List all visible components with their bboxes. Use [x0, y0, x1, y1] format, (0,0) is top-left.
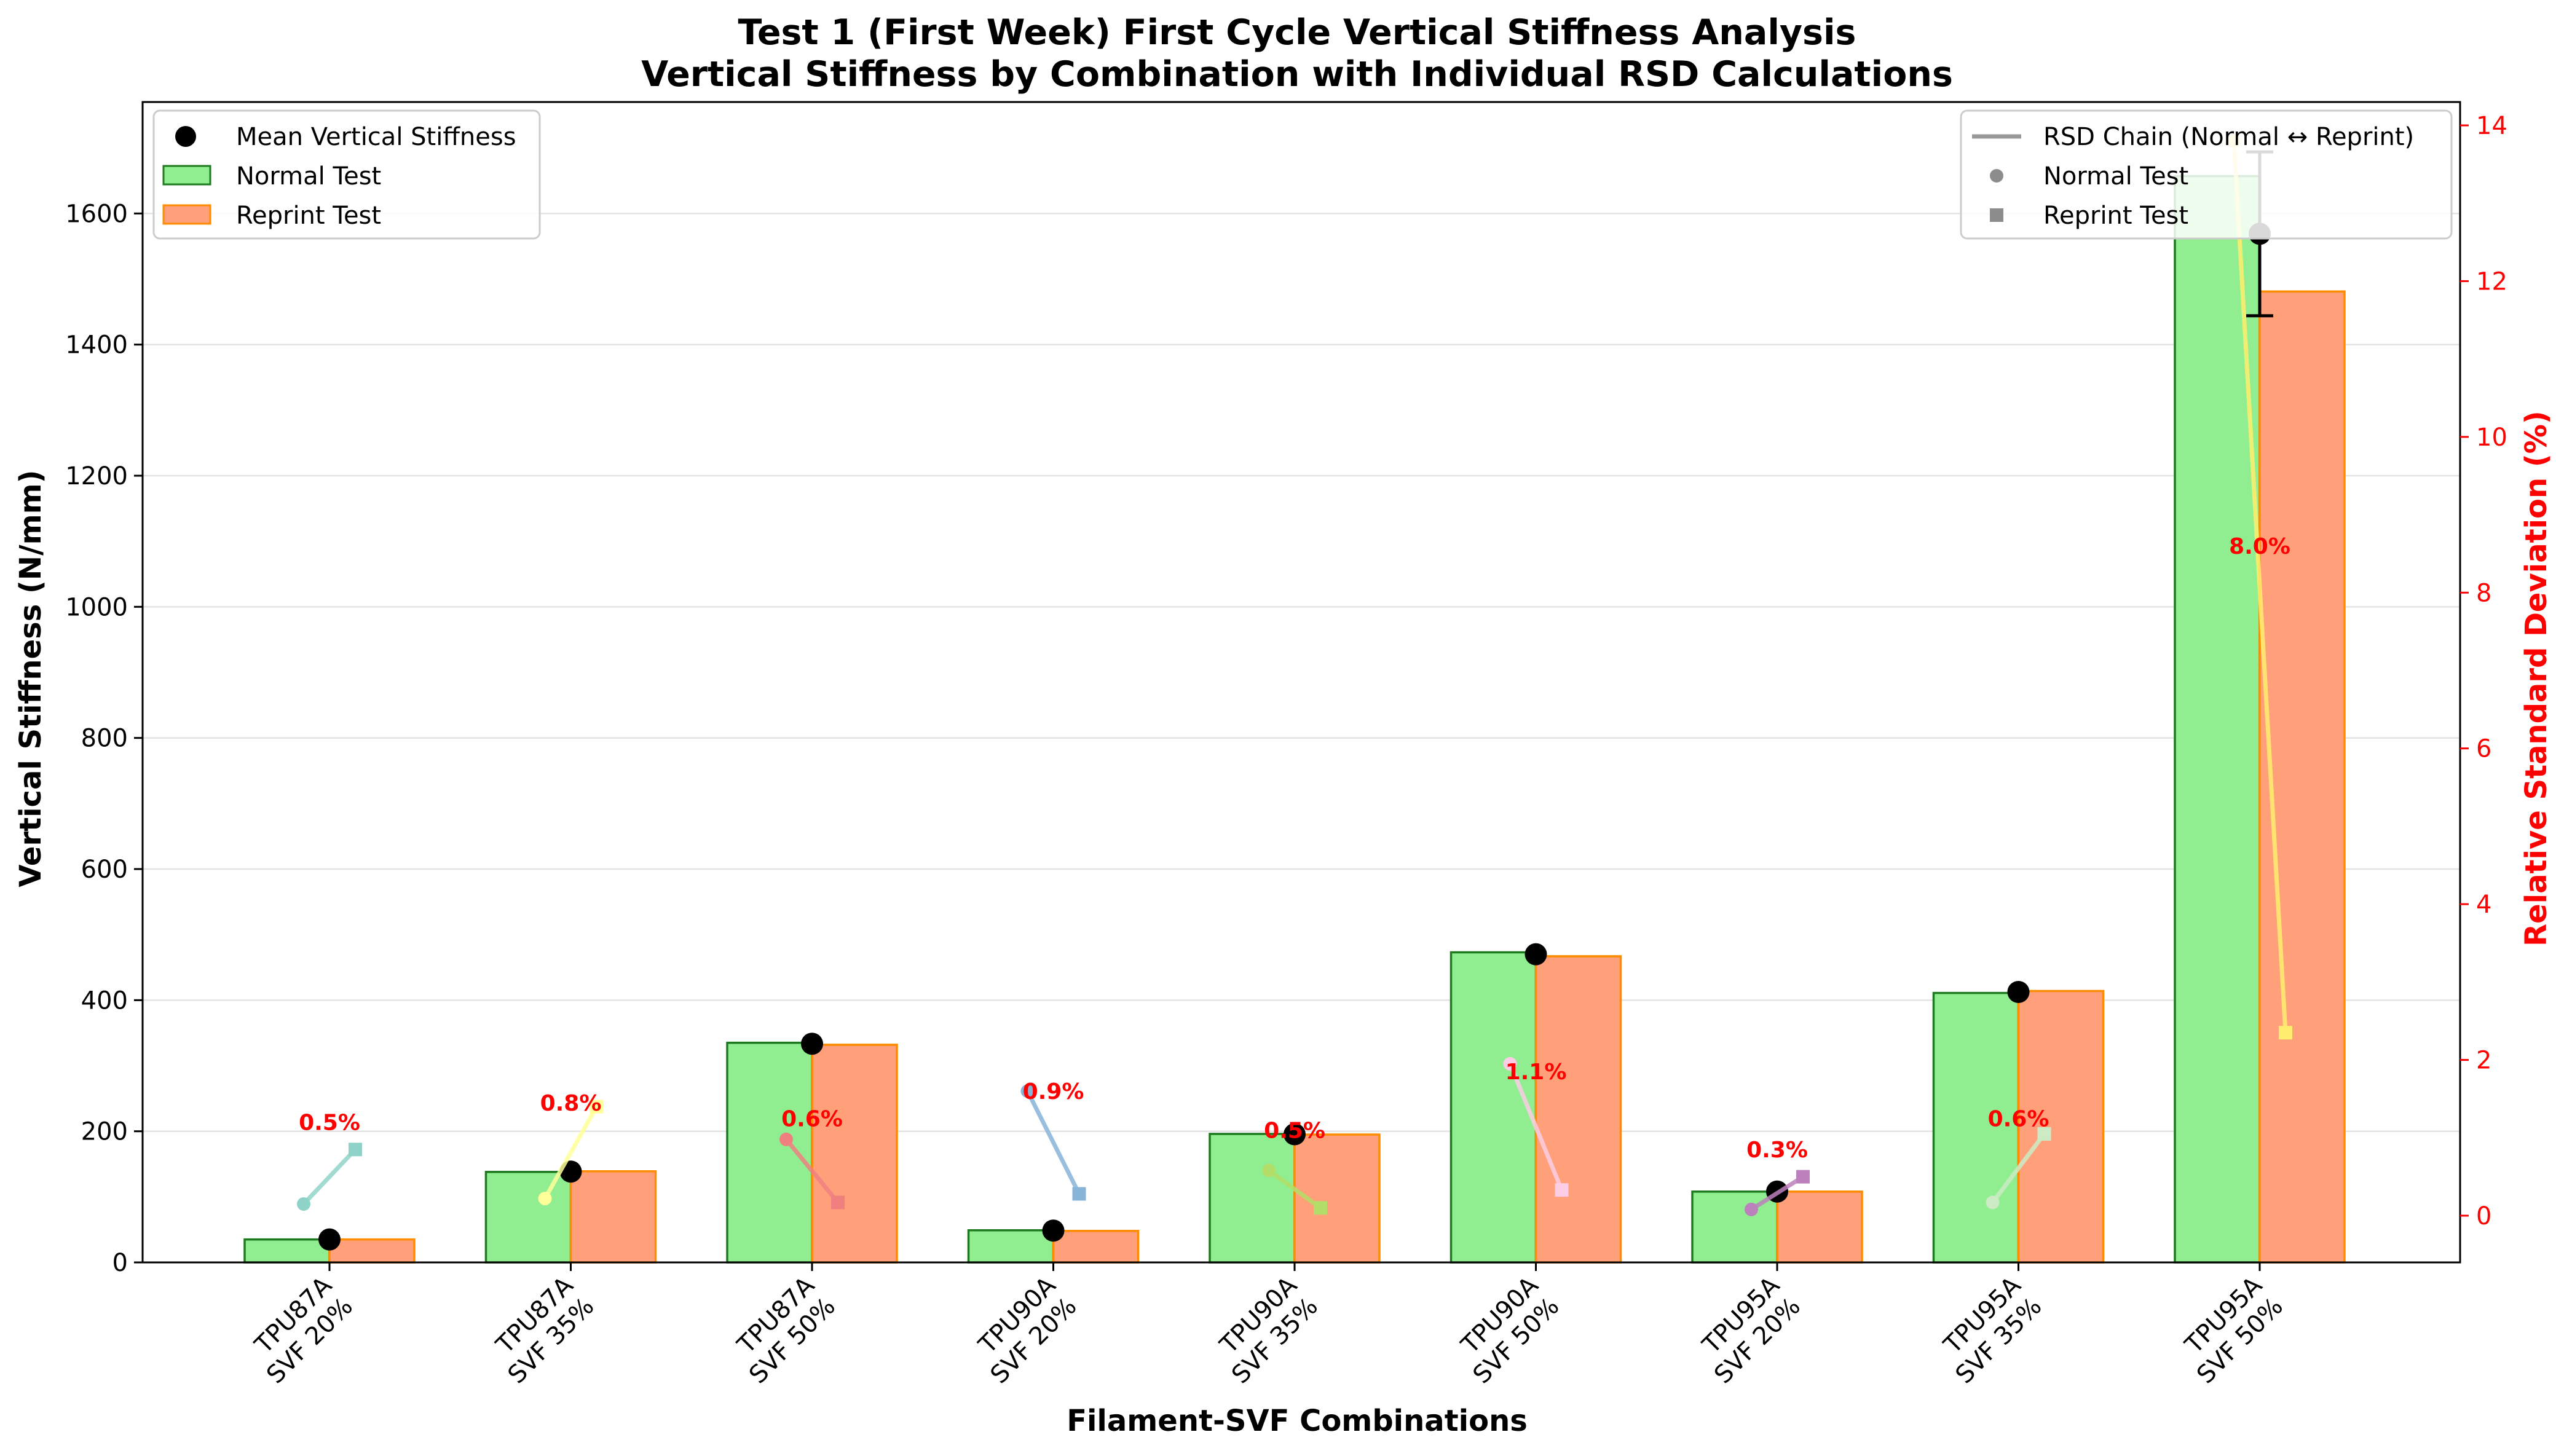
y2-tick-label: 4 — [2476, 891, 2491, 919]
legend-left-label: Reprint Test — [236, 202, 381, 230]
y2-tick-label: 2 — [2476, 1047, 2491, 1075]
rsd-chain-line — [2231, 141, 2288, 1033]
rsd-chain-line — [302, 1147, 357, 1206]
y-tick-label: 1400 — [65, 331, 128, 360]
y2-tick-label: 10 — [2476, 423, 2507, 452]
reprint-bar — [569, 1170, 657, 1264]
legend-right-label: Normal Test — [2043, 162, 2188, 191]
rsd-chain-line — [1508, 1063, 1564, 1191]
y2-tick-label: 12 — [2476, 267, 2507, 296]
x-axis-label: Filament-SVF Combinations — [1067, 1404, 1528, 1438]
plot-frame — [141, 101, 2461, 1264]
legend-normal-point — [1990, 169, 2003, 183]
chart-subtitle: Vertical Stiffness by Combination with I… — [641, 54, 1953, 95]
rsd-normal-point — [297, 1197, 310, 1211]
mean-marker — [2007, 981, 2030, 1003]
reprint-bar — [328, 1238, 416, 1264]
reprint-bar — [1776, 1190, 1863, 1264]
legends: Mean Vertical Stiffness Normal Test Reprin… — [152, 109, 2453, 240]
legend-left: Mean Vertical Stiffness Normal Test Reprin… — [152, 109, 541, 240]
normal-bar — [1209, 1133, 1296, 1264]
rsd-value-label: 8.0% — [2229, 534, 2290, 559]
mean-marker — [1525, 943, 1547, 966]
rsd-chain-line — [1750, 1175, 1804, 1211]
y-tick-label: 200 — [81, 1118, 128, 1146]
rsd-value-label: 0.9% — [1023, 1079, 1084, 1104]
y-tick-label: 1000 — [65, 593, 128, 621]
rsd-reprint-point — [1796, 1170, 1810, 1184]
rsd-normal-point — [538, 1192, 552, 1206]
rsd-chain-line — [1990, 1132, 2046, 1204]
y-tick-label: 600 — [81, 856, 128, 884]
rsd-normal-point — [779, 1132, 793, 1146]
mean-marker — [1284, 1123, 1306, 1146]
legend-right-box — [1960, 109, 2453, 240]
reprint-bar — [1052, 1230, 1140, 1264]
legend-normal-patch — [162, 165, 211, 186]
rsd-value-label: 1.1% — [1505, 1060, 1567, 1085]
rsd-value-label: 0.6% — [1988, 1106, 2049, 1131]
rsd-reprint-point — [349, 1143, 362, 1157]
normal-bar — [1932, 991, 2020, 1264]
mean-marker — [801, 1033, 823, 1055]
normal-bar — [1450, 951, 1537, 1264]
y-tick-label: 400 — [81, 986, 128, 1015]
reprint-bar — [811, 1044, 898, 1264]
y2-tick-label: 6 — [2476, 735, 2491, 763]
y-tick-label: 0 — [112, 1249, 128, 1277]
legend-right-label: RSD Chain (Normal ↔ Reprint) — [2043, 123, 2414, 151]
rsd-reprint-point — [1072, 1187, 1086, 1201]
normal-bar — [243, 1238, 331, 1264]
y-tick-label: 800 — [81, 725, 128, 753]
reprint-bar — [2258, 290, 2346, 1264]
mean-marker — [1042, 1219, 1065, 1242]
legend-mean-marker — [175, 126, 196, 147]
rsd-reprint-point — [831, 1195, 845, 1210]
reprint-bar — [1534, 955, 1622, 1264]
rsd-reprint-point — [1555, 1183, 1569, 1197]
rsd-reprint-point — [1314, 1201, 1327, 1215]
rsd-value-label: 0.5% — [299, 1111, 360, 1136]
rsd-chain-line — [784, 1138, 840, 1204]
rsd-reprint-point — [2279, 1026, 2292, 1040]
legend-left-box — [152, 109, 541, 240]
rsd-normal-point — [1986, 1195, 2000, 1210]
rsd-value-label: 0.3% — [1746, 1138, 1808, 1163]
rsd-normal-point — [1503, 1057, 1517, 1071]
rsd-chain-line — [1267, 1168, 1322, 1210]
y-axis-label: Vertical Stiffness (N/mm) — [14, 470, 48, 887]
reprint-bar — [2017, 990, 2105, 1264]
rsd-normal-point — [1262, 1163, 1276, 1178]
chart-title: Test 1 (First Week) First Cycle Vertical… — [738, 12, 1856, 53]
y2-tick-label: 14 — [2476, 112, 2507, 140]
y2-axis-label: Relative Standard Deviation (%) — [2519, 411, 2554, 946]
rsd-value-label: 0.8% — [540, 1091, 602, 1116]
legend-reprint-patch — [162, 204, 211, 225]
rsd-normal-point — [1745, 1202, 1758, 1216]
rsd-chain-line — [543, 1105, 599, 1200]
mean-marker — [318, 1228, 341, 1251]
y2-tick-label: 0 — [2476, 1202, 2491, 1230]
rsd-reprint-point — [2037, 1127, 2051, 1141]
y-tick-label: 1200 — [65, 462, 128, 490]
normal-bar — [967, 1229, 1055, 1264]
legend-right-label: Reprint Test — [2043, 202, 2188, 230]
legend-right: RSD Chain (Normal ↔ Reprint) Normal Test R… — [1960, 109, 2453, 240]
y2-tick-label: 8 — [2476, 579, 2491, 607]
rsd-value-label: 0.6% — [781, 1106, 843, 1131]
y-tick-label: 1600 — [65, 200, 128, 228]
normal-bar — [484, 1171, 572, 1264]
rsd-value-label: 0.5% — [1264, 1118, 1325, 1143]
legend-left-label: Mean Vertical Stiffness — [236, 123, 516, 151]
rsd-normal-point — [1020, 1084, 1035, 1098]
legend-reprint-point — [1990, 208, 2003, 222]
legend-left-label: Normal Test — [236, 162, 381, 191]
rsd-chain-line — [1025, 1090, 1081, 1195]
rsd-reprint-point — [590, 1100, 604, 1114]
